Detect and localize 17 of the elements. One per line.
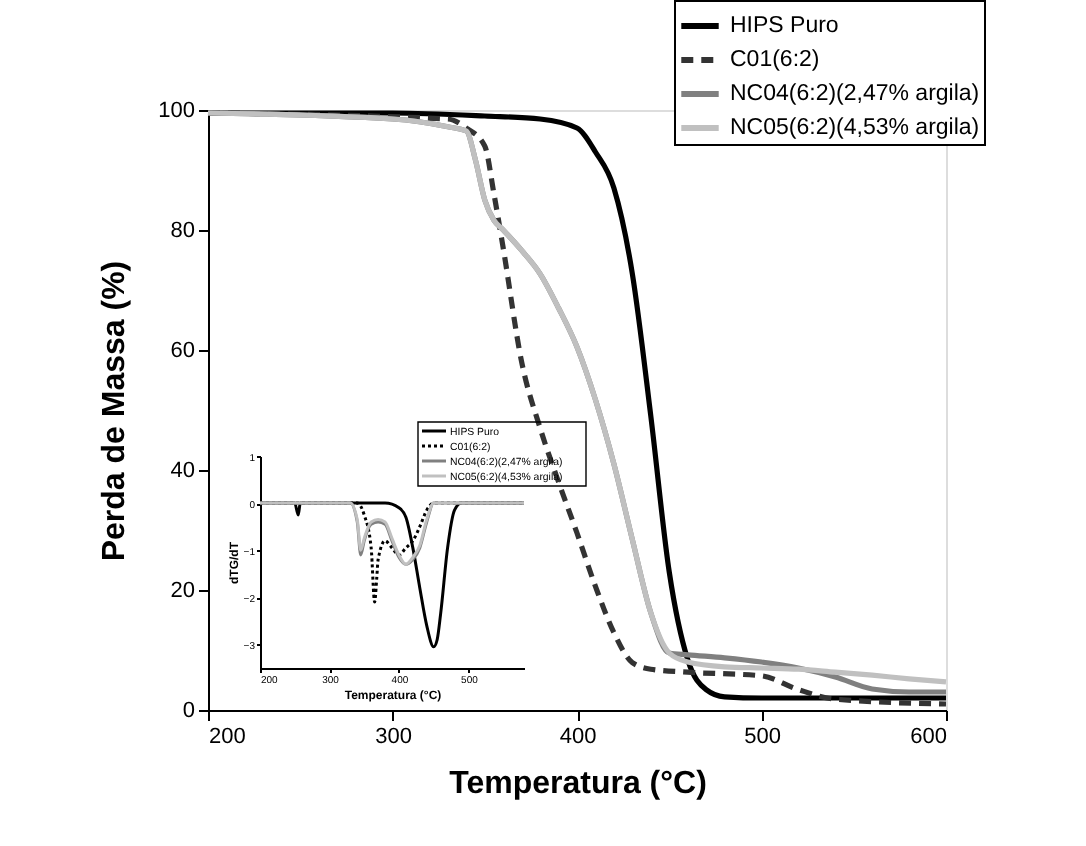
x-tick-label: 400 [559, 725, 597, 749]
y-axis-title: Perda de Massa (%) [98, 260, 133, 562]
legend-label: HIPS Puro [730, 14, 839, 38]
x-tick-label: 500 [744, 725, 781, 749]
x-axis-title: Temperatura (°C) [449, 767, 707, 801]
x-tick-label: 300 [375, 725, 412, 749]
x-tick-label: 200 [209, 725, 246, 749]
y-tick-label: 20 [170, 579, 195, 603]
y-tick-label: 100 [158, 99, 195, 123]
legend-label: C01(6:2) [730, 48, 820, 72]
legend-label: NC04(6:2)(2,47% argila) [730, 82, 980, 106]
y-tick-label: 40 [170, 459, 195, 483]
legend-label: NC05(6:2)(4,53% argila) [730, 116, 980, 140]
y-tick-label: 60 [170, 339, 195, 363]
y-tick-label: 80 [170, 219, 195, 243]
x-tick-label: 600 [910, 725, 947, 749]
y-tick-label: 0 [182, 699, 195, 723]
